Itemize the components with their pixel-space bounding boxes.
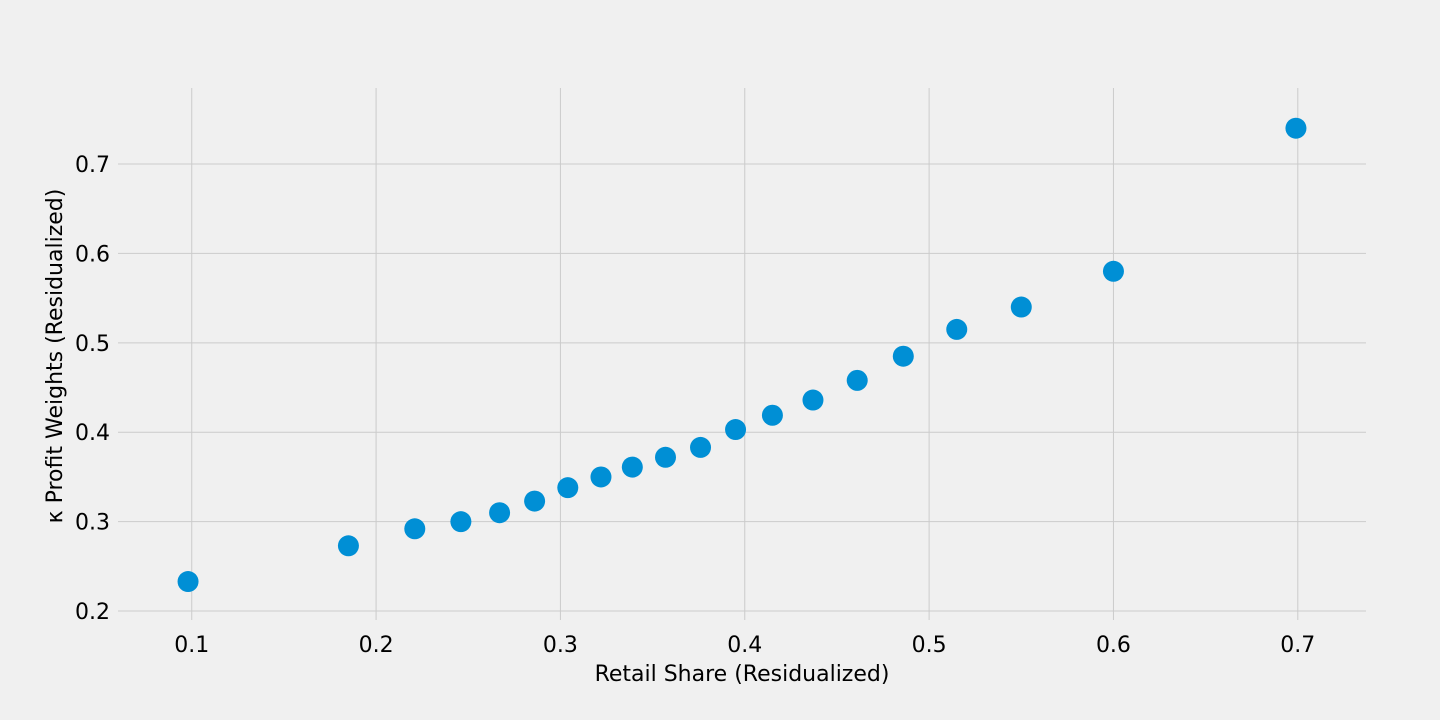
x-axis-label: Retail Share (Residualized)	[595, 662, 890, 687]
scatter-point	[621, 456, 643, 478]
scatter-point	[892, 345, 914, 367]
y-tick-labels: 0.2 0.3 0.4 0.5 0.6 0.7	[75, 153, 110, 625]
scatter-point	[1102, 260, 1124, 282]
y-tick-label: 0.7	[75, 153, 110, 178]
scatter-point	[177, 571, 199, 593]
x-tick-label: 0.3	[543, 633, 578, 658]
scatter-point	[846, 369, 868, 391]
y-tick-label: 0.2	[75, 600, 110, 625]
x-tick-label: 0.1	[174, 633, 209, 658]
x-tick-label: 0.2	[359, 633, 394, 658]
scatter-point	[1010, 296, 1032, 318]
x-tick-label: 0.7	[1280, 633, 1315, 658]
y-tick-label: 0.6	[75, 242, 110, 267]
scatter-point	[690, 436, 712, 458]
scatter-point	[946, 318, 968, 340]
grid-layer	[118, 88, 1366, 620]
scatter-point	[489, 502, 511, 524]
x-tick-label: 0.5	[912, 633, 947, 658]
x-tick-label: 0.4	[727, 633, 762, 658]
scatter-point	[725, 419, 747, 441]
scatter-point	[1285, 117, 1307, 139]
scatter-point	[802, 389, 824, 411]
y-axis-label: κ Profit Weights (Residualized)	[43, 189, 68, 524]
scatter-point	[761, 404, 783, 426]
scatter-point	[450, 511, 472, 533]
x-tick-label: 0.6	[1096, 633, 1131, 658]
scatter-point	[557, 477, 579, 499]
y-tick-label: 0.4	[75, 421, 110, 446]
data-points	[177, 117, 1307, 593]
scatter-point	[590, 466, 612, 488]
x-tick-labels: 0.1 0.2 0.3 0.4 0.5 0.6 0.7	[174, 633, 1315, 658]
scatter-point	[404, 518, 426, 540]
y-tick-label: 0.3	[75, 511, 110, 536]
scatter-point	[524, 490, 546, 512]
scatter-point	[337, 535, 359, 557]
y-tick-label: 0.5	[75, 332, 110, 357]
scatter-point	[654, 446, 676, 468]
